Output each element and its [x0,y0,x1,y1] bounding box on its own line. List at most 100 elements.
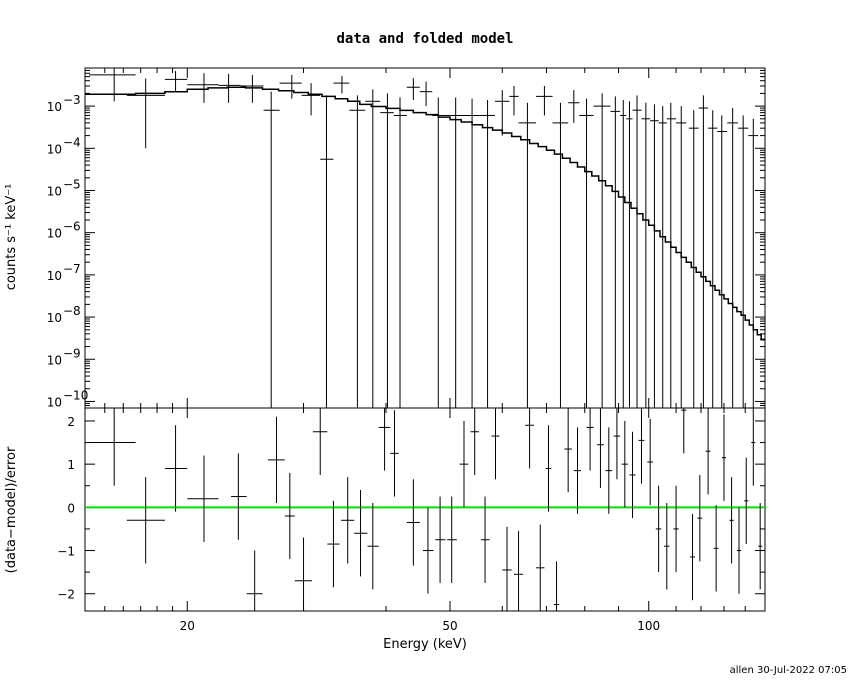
data-point [632,95,642,408]
data-point [708,110,718,408]
residual-point [525,408,534,469]
data-point [698,95,709,408]
data-point [218,73,241,103]
y-tick-label: 10 [47,395,62,409]
residual-point [597,408,604,488]
residual-point [690,513,695,601]
top-panel-ylabel: counts s⁻¹ keV⁻¹ [4,184,19,291]
bottom-panel-ylabel-group: (data−model)/error [4,446,19,573]
data-point [676,106,687,408]
residual-point [187,455,219,542]
residual-point [697,474,703,562]
x-tick-label: 100 [637,619,660,633]
data-point [406,78,420,100]
data-point [641,102,651,408]
residual-point [89,408,136,486]
data-point [89,68,136,102]
residual-point [267,416,285,504]
residual-point [378,408,391,471]
y-tick-label: 2 [67,415,75,429]
residual-point [751,408,756,486]
residual-point [721,414,727,501]
residual-point [605,427,613,514]
x-tick-label: 50 [442,619,457,633]
residual-point [435,496,446,583]
y-tick-label: 10 [47,227,62,241]
residual-point [545,425,552,512]
residual-point [470,408,479,475]
y-tick-label: 10 [47,353,62,367]
residual-point [647,418,654,506]
y-tick-exponent: −10 [63,388,88,402]
x-axis-label: Energy (keV) [383,637,467,652]
y-tick-label: −1 [57,545,75,559]
residual-point [564,408,572,493]
residuals-panel: 20 50 100 2 1 0 −1 −2 [57,407,766,633]
data-point [495,90,510,136]
residual-point [422,507,434,594]
data-point [187,73,219,103]
top-panel-ylabel-group: counts s⁻¹ keV⁻¹ [4,184,19,291]
data-point [164,70,188,92]
chart-title: data and folded model [336,31,513,47]
y-tick-exponent: −7 [63,262,81,276]
residual-point [673,485,679,573]
y-tick-label: 10 [47,269,62,283]
residual-point [231,453,247,540]
data-point [447,97,464,408]
y-tick-exponent: −3 [63,93,81,107]
residual-point [480,496,490,583]
residual-point [729,477,734,564]
y-tick-exponent: −9 [63,346,81,360]
residual-point [327,500,340,588]
x-tick-label: 20 [180,619,195,633]
data-point [658,106,667,408]
data-point [579,98,594,408]
residual-point [629,431,636,519]
folded-model-line [85,86,765,341]
residual-point [744,457,749,545]
footer-timestamp: allen 30-Jul-2022 07:05 [730,665,847,676]
data-point [748,118,759,408]
y-tick-label: 10 [47,184,62,198]
data-point [509,85,519,116]
y-tick-exponent: −8 [63,304,81,318]
residual-point [354,490,368,577]
residual-point [655,485,662,573]
residual-point [758,503,763,590]
data-point [463,98,480,408]
bottom-panel-ylabel: (data−model)/error [4,446,19,573]
data-point [126,78,165,149]
y-tick-label: 10 [47,100,62,114]
y-tick-exponent: −5 [63,177,81,191]
y-tick-label: 0 [67,501,75,515]
y-tick-label: −2 [57,588,75,602]
data-point [380,93,394,408]
residual-point [681,408,687,454]
y-tick-label: 10 [47,311,62,325]
residual-point [638,408,645,484]
residual-point [312,408,328,475]
data-point [552,102,569,408]
data-point [610,96,621,408]
y-tick-exponent: −4 [63,135,81,149]
residual-point [713,505,719,592]
data-point [419,81,433,107]
residual-point [553,561,560,611]
data-point [301,83,321,116]
data-point [263,91,280,408]
residual-point [406,479,420,566]
residual-point [573,427,582,514]
data-point [518,102,537,408]
residual-point [367,503,379,590]
residual-point [390,410,399,497]
data-point [737,115,749,408]
residual-point [491,408,500,480]
residual-point [294,537,313,611]
data-point [393,97,407,408]
spectrum-panel: 10−310−410−510−610−710−810−910−10 [47,67,766,409]
data-point [688,110,699,408]
data-point [333,75,350,94]
residual-point [164,425,188,512]
